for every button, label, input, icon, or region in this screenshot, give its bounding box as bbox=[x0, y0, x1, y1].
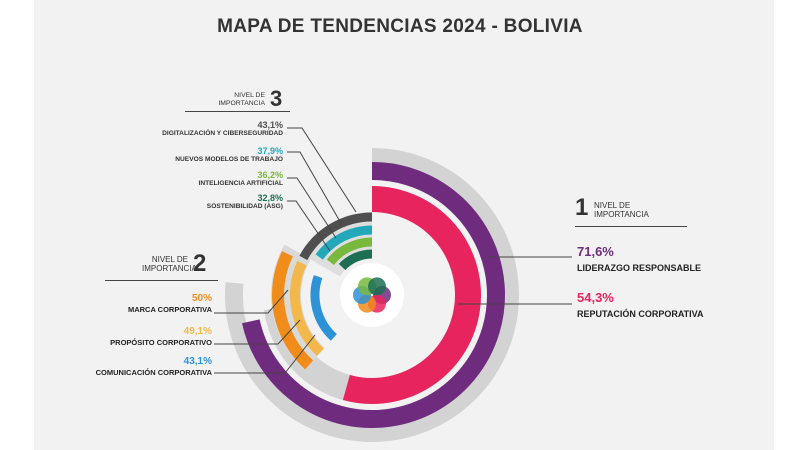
proposito-label: PROPÓSITO CORPORATIVO bbox=[110, 338, 212, 347]
nuevos-modelos-label: NUEVOS MODELOS DE TRABAJO bbox=[175, 156, 283, 163]
reputacion-label: REPUTACIÓN CORPORATIVA bbox=[577, 309, 704, 319]
level-3-caption: NIVEL DE IMPORTANCIA bbox=[213, 92, 265, 108]
level-2-rule bbox=[105, 280, 218, 281]
level-1-rule bbox=[575, 226, 687, 227]
nuevos-modelos-value: 37,9% bbox=[257, 146, 283, 156]
level-3-rule bbox=[185, 111, 290, 112]
level-2-caption: NIVEL DE IMPORTANCIA bbox=[142, 255, 197, 274]
ia-leader bbox=[287, 177, 337, 239]
ia-value: 36,2% bbox=[257, 170, 283, 180]
proposito-leader bbox=[214, 319, 301, 345]
level-2-number: 2 bbox=[193, 250, 207, 277]
level-3-caption-line2: IMPORTANCIA bbox=[218, 99, 265, 107]
level-3-bar-2 bbox=[326, 237, 373, 266]
level-2-caption-line1: NIVEL DE bbox=[151, 255, 188, 264]
level-2-bar-0 bbox=[272, 251, 314, 370]
level-3-track bbox=[300, 212, 374, 278]
level-3-bar-3 bbox=[338, 249, 373, 271]
level-3-bar-0 bbox=[299, 212, 373, 261]
level-2-bar-1 bbox=[290, 261, 324, 356]
digitalizacion-label: DIGITALIZACIÓN Y CIBERSEGURIDAD bbox=[162, 130, 283, 137]
liderazgo-value: 71,6% bbox=[577, 244, 614, 259]
level-3-caption-line1: NIVEL DE bbox=[234, 92, 265, 99]
nuevos-modelos-leader bbox=[287, 151, 343, 226]
level-1-number: 1 bbox=[575, 194, 589, 221]
level-1-caption-line1: NIVEL DE bbox=[594, 201, 631, 210]
level-2-bar-2 bbox=[310, 275, 337, 341]
level-1-caption-line2: IMPORTANCIA bbox=[594, 210, 649, 220]
digitalizacion-leader bbox=[287, 127, 357, 213]
center-logo-dot bbox=[368, 277, 386, 296]
digitalizacion-value: 43,1% bbox=[257, 120, 283, 130]
comunicacion-label: COMUNICACIÓN CORPORATIVA bbox=[95, 368, 212, 377]
level-1-caption: NIVEL DE IMPORTANCIA bbox=[594, 201, 649, 219]
sostenibilidad-label: SOSTENIBILIDAD (ASG) bbox=[206, 203, 283, 210]
liderazgo-label: LIDERAZGO RESPONSABLE bbox=[577, 263, 702, 273]
reputacion-value: 54,3% bbox=[577, 290, 614, 305]
proposito-value: 49,1% bbox=[183, 326, 212, 337]
level-2-caption-line2: IMPORTANCIA bbox=[142, 264, 197, 274]
liderazgo-track bbox=[225, 148, 519, 442]
marca-label: MARCA CORPORATIVA bbox=[127, 305, 212, 314]
chart-title: MAPA DE TENDENCIAS 2024 - BOLIVIA bbox=[217, 16, 583, 37]
level-3-number: 3 bbox=[270, 86, 283, 111]
level-3-bar-1 bbox=[315, 225, 373, 260]
sostenibilidad-leader bbox=[287, 200, 331, 252]
comunicacion-leader bbox=[214, 334, 316, 374]
ia-label: INTELIGENCIA ARTIFICIAL bbox=[198, 180, 284, 187]
reputacion-bar bbox=[342, 186, 481, 404]
marca-value: 50% bbox=[191, 293, 212, 304]
center-hub bbox=[340, 263, 404, 327]
liderazgo-bar bbox=[242, 162, 505, 428]
sostenibilidad-value: 32,8% bbox=[257, 193, 283, 203]
marca-leader bbox=[214, 289, 289, 314]
comunicacion-value: 43,1% bbox=[183, 356, 212, 367]
